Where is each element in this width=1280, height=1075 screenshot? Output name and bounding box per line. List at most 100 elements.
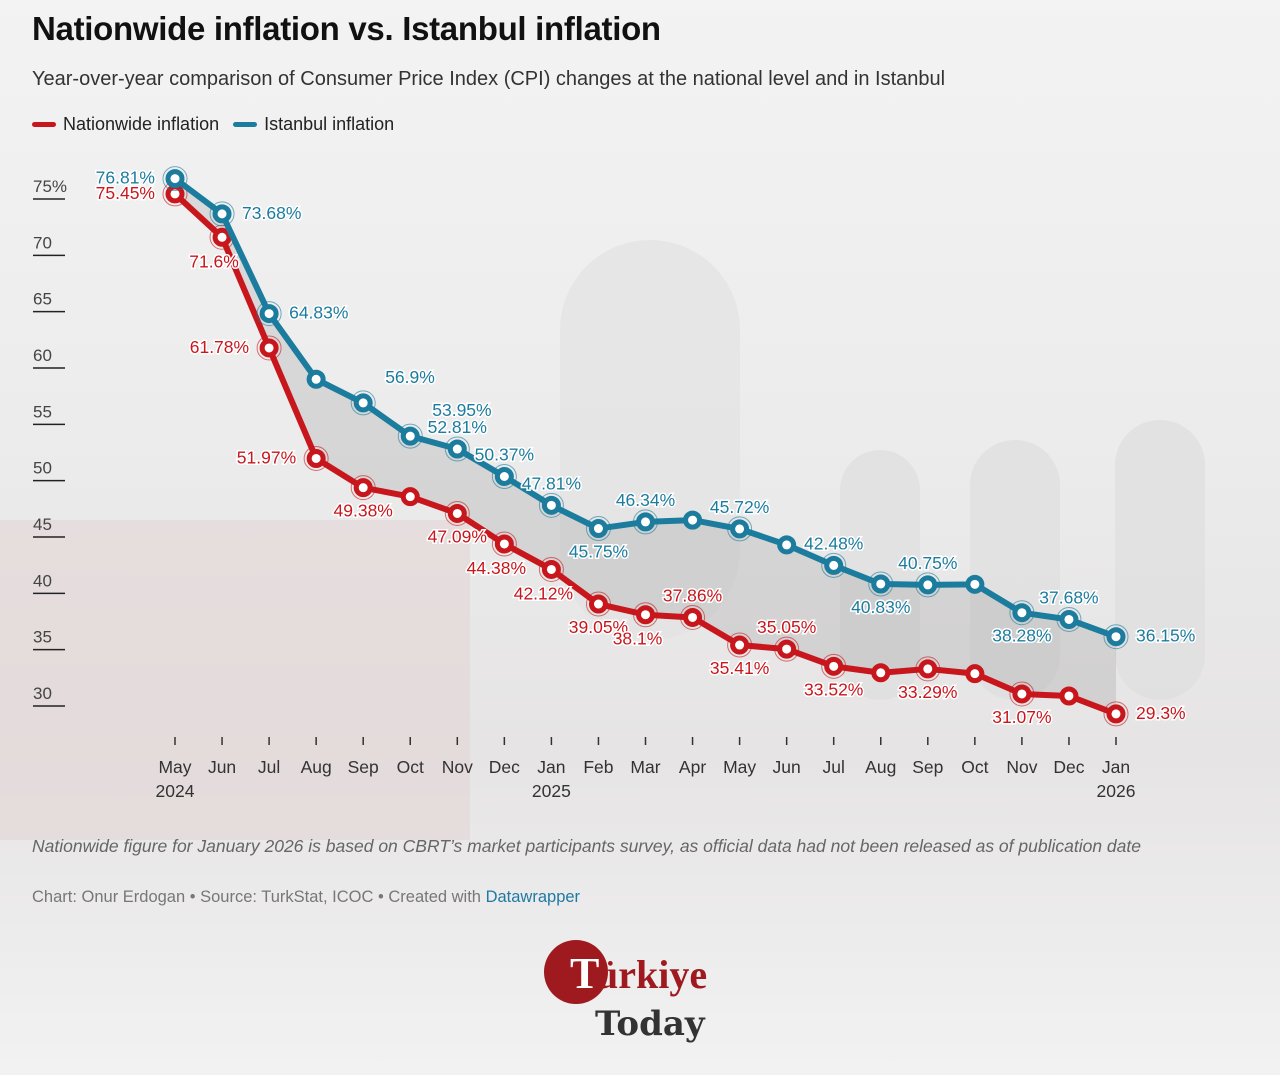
istanbul-point [871,574,891,594]
istanbul-data-label: 73.68% [242,203,301,223]
istanbul-point-halo [209,201,235,227]
nationwide-data-label: 31.07% [992,707,1051,727]
istanbul-point-halo [1056,606,1082,632]
istanbul-point [636,512,655,532]
x-tick-label: Apr [679,757,706,777]
istanbul-point-halo [727,516,753,542]
nationwide-data-label: 38.1% [613,629,663,649]
istanbul-point [1059,609,1079,629]
istanbul-point [212,204,232,224]
svg-text:Today: Today [595,1004,706,1044]
x-tick-label: Aug [301,757,332,777]
legend: Nationwide inflation Istanbul inflation [32,114,394,135]
chart-title: Nationwide inflation vs. Istanbul inflat… [32,10,661,47]
y-tick-label: 40 [33,571,52,590]
nationwide-point [306,448,326,468]
nationwide-point [871,663,891,683]
nationwide-point [965,664,985,684]
istanbul-data-label: 56.9% [385,367,435,387]
x-tick-label: Dec [1053,757,1084,777]
nationwide-data-label: 71.6% [189,251,239,271]
x-tick-label: Oct [961,757,988,777]
nationwide-point-halo [727,632,753,658]
x-tick-label: Nov [442,757,473,777]
chart-credit: Chart: Onur Erdogan • Source: TurkStat, … [32,888,580,907]
istanbul-point-halo [633,509,658,535]
istanbul-point [777,535,797,555]
istanbul-point-halo [538,492,564,518]
x-tick-year: 2024 [156,781,195,801]
nationwide-point-halo [774,636,800,662]
line-chart: 75% 70 65 60 55 50 45 40 35 30 May 2024 Jun Jul Aug Sep… [33,166,1197,801]
legend-item-nationwide: Nationwide inflation [32,114,219,135]
nationwide-data-label: 49.38% [334,501,393,521]
istanbul-data-label: 38.28% [992,626,1051,646]
istanbul-data-label: 76.81% [96,168,155,188]
istanbul-point [918,575,938,595]
istanbul-data-label: 37.68% [1039,587,1098,607]
istanbul-point [400,426,420,446]
istanbul-point [730,519,750,539]
nationwide-point [400,487,420,507]
istanbul-point-halo [491,463,517,489]
istanbul-data-label: 42.48% [804,533,863,553]
turkiye-today-logo: T ürkiye Today [544,940,707,1044]
nationwide-data-label: 61.78% [190,337,249,357]
istanbul-point-halo [1009,600,1035,626]
chart-subtitle: Year-over-year comparison of Consumer Pr… [32,68,946,90]
istanbul-point [965,574,985,594]
istanbul-point [824,555,844,575]
nationwide-point [353,478,373,498]
nationwide-point-halo [1009,681,1035,707]
nationwide-point-halo [350,475,376,501]
nationwide-point [259,338,279,358]
nationwide-data-label: 39.05% [569,617,628,637]
nationwide-point-halo [256,335,282,361]
nationwide-point [730,635,750,655]
istanbul-data-label: 45.75% [569,542,628,562]
nationwide-point-halo [585,591,611,617]
y-tick-label: 30 [33,684,52,703]
nationwide-data-label: 35.05% [757,617,816,637]
istanbul-point [541,495,561,515]
x-tick-label: May [723,757,756,777]
istanbul-data-label: 40.75% [898,553,957,573]
nationwide-point-halo [444,500,470,526]
istanbul-point [1106,627,1126,647]
nationwide-data-label: 44.38% [467,558,526,578]
nationwide-point [1012,684,1032,704]
datawrapper-link[interactable]: Datawrapper [485,888,581,906]
istanbul-point-halo [915,572,941,598]
nationwide-point-halo [915,656,941,682]
legend-label: Istanbul inflation [264,114,395,134]
x-tick-label: Aug [865,757,896,777]
x-tick-label: Sep [348,757,379,777]
istanbul-point [165,169,185,189]
y-tick-label: 70 [33,233,52,252]
chart-note: Nationwide figure for January 2026 is ba… [32,836,1141,856]
istanbul-point-halo [162,166,188,192]
nationwide-point [824,656,844,676]
istanbul-data-label: 45.72% [710,497,769,517]
istanbul-point-halo [1103,624,1129,650]
istanbul-data-label: 47.81% [522,473,581,493]
x-tick-label: Jul [258,757,280,777]
x-tick-label: Nov [1006,757,1037,777]
nationwide-data-label: 33.29% [898,682,957,702]
nationwide-point [212,227,232,247]
nationwide-point [447,503,467,523]
x-tick-label: Jan [537,757,565,777]
nationwide-point [683,607,703,627]
x-tick-label: Jul [823,757,845,777]
nationwide-point-halo [821,653,847,679]
nationwide-point [1059,686,1079,706]
legend-swatch-nationwide [32,122,56,127]
nationwide-point [588,594,608,614]
nationwide-point-halo [303,445,329,471]
x-tick-label: Jun [773,757,801,777]
istanbul-point [447,439,467,459]
nationwide-point-halo [538,556,564,582]
nationwide-point [494,534,514,554]
nationwide-point-halo [680,604,706,630]
istanbul-point [259,304,279,324]
